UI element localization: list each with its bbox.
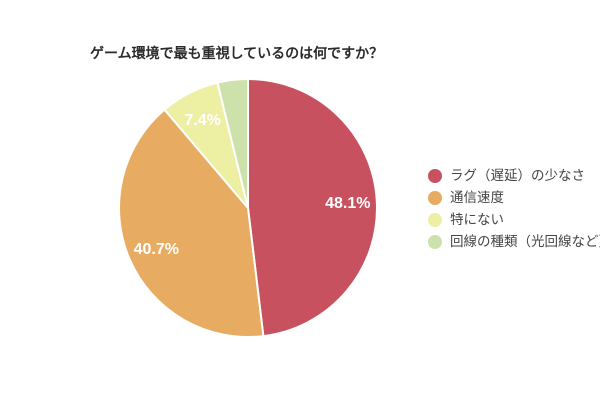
legend-marker-circle — [428, 191, 442, 205]
legend-label: 回線の種類（光回線など） — [450, 234, 600, 250]
pie-slice-0 — [247, 78, 378, 338]
slice-percent-label: 40.7% — [134, 241, 179, 258]
pie-slice-1 — [118, 108, 265, 338]
chart-title: ゲーム環境で最も重視しているのは何ですか？ — [90, 45, 384, 61]
legend-item: 特にない — [428, 209, 600, 231]
legend-marker-circle — [428, 213, 442, 227]
slice-percent-label: 7.4% — [184, 112, 220, 129]
legend-item: 回線の種類（光回線など） — [428, 231, 600, 253]
legend-label: 通信速度 — [450, 190, 504, 206]
slice-percent-label: 48.1% — [325, 195, 370, 212]
legend-marker-circle — [428, 169, 442, 183]
legend: ラグ（遅延）の少なさ 通信速度 特にない 回線の種類（光回線など） — [428, 165, 600, 253]
legend-label: 特にない — [450, 212, 504, 228]
legend-label: ラグ（遅延）の少なさ — [450, 168, 585, 184]
legend-item: ラグ（遅延）の少なさ — [428, 165, 600, 187]
legend-marker-circle — [428, 235, 442, 249]
pie-slice-3 — [216, 78, 249, 209]
legend-item: 通信速度 — [428, 187, 600, 209]
